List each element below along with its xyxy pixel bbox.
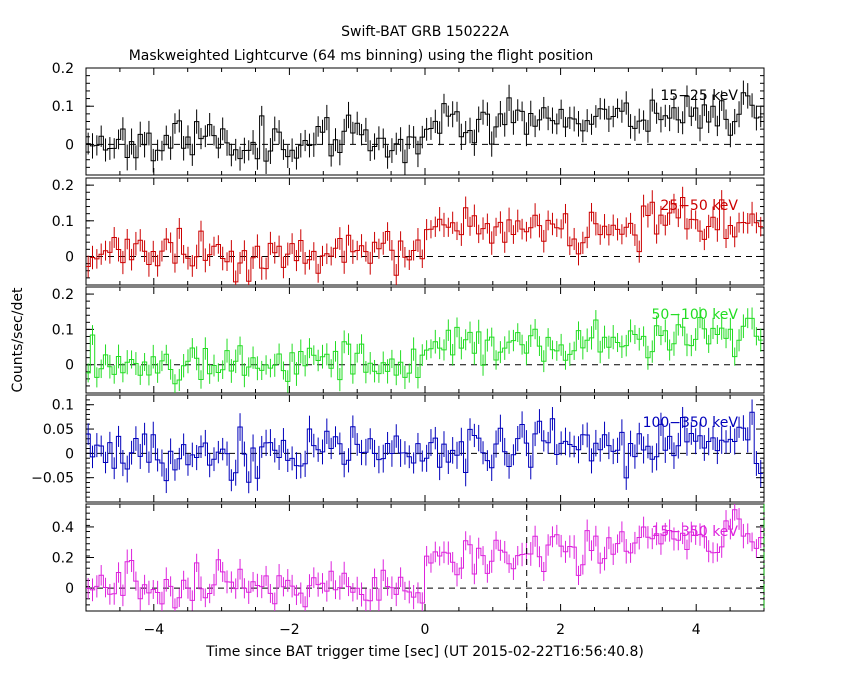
panel-4: −0.05 0 0.05 0.1 100−350 keV: [31, 394, 765, 503]
y-tick-label: 0.2: [52, 61, 74, 77]
chart-subtitle: Maskweighted Lightcurve (64 ms binning) …: [129, 48, 594, 64]
y-tick-label: 0.4: [52, 520, 74, 536]
band-label: 50−100 keV: [651, 307, 738, 323]
y-tick-label: 0.2: [52, 551, 74, 567]
band-label: 100−350 keV: [643, 415, 739, 431]
panel-frame: [85, 67, 765, 176]
y-tick-label: 0: [65, 358, 74, 374]
step-series: [86, 411, 763, 483]
x-axis-label: Time since BAT trigger time [sec] (UT 20…: [205, 644, 644, 660]
panel-frame: [85, 394, 765, 503]
y-tick-label: 0.2: [52, 287, 74, 303]
x-tick-label: 0: [421, 622, 430, 638]
x-tick-label: −2: [279, 622, 300, 638]
y-tick-label: 0: [65, 581, 74, 597]
panels-layer: 0 0.1 0.2 15−25 keV 0 0.1 0.2 25−50 keV 0 0.1 0.2 5…: [31, 61, 765, 638]
panel-frame: [85, 286, 765, 394]
step-series: [86, 197, 763, 283]
panel-3: 0 0.1 0.2 50−100 keV: [52, 286, 765, 394]
y-tick-label: 0.1: [52, 99, 74, 115]
band-label: 15−25 keV: [660, 88, 738, 104]
y-tick-label: −0.05: [31, 471, 74, 487]
y-tick-label: 0.05: [43, 422, 74, 438]
error-bars: [87, 399, 762, 494]
chart-title: Swift-BAT GRB 150222A: [341, 24, 509, 40]
y-tick-label: 0: [65, 249, 74, 265]
x-tick-label: 2: [556, 622, 565, 638]
step-series: [86, 509, 763, 609]
y-axis-label: Counts/sec/det: [10, 287, 26, 392]
y-tick-label: 0.1: [52, 398, 74, 414]
band-label: 15−350 keV: [651, 524, 738, 540]
y-tick-label: 0.2: [52, 178, 74, 194]
panel-2: 0 0.1 0.2 25−50 keV: [52, 177, 765, 286]
step-series: [86, 317, 763, 385]
x-tick-label: 4: [692, 622, 701, 638]
y-tick-label: 0: [65, 137, 74, 153]
x-tick-label: −4: [143, 622, 164, 638]
y-tick-label: 0.1: [52, 214, 74, 230]
panel-5: 0 0.2 0.4 15−350 keV −4 −2 0 2 4: [52, 503, 765, 638]
panel-1: 0 0.1 0.2 15−25 keV: [52, 61, 765, 176]
y-tick-label: 0: [65, 446, 74, 462]
y-tick-label: 0.1: [52, 322, 74, 338]
step-series: [86, 92, 763, 164]
band-label: 25−50 keV: [660, 198, 738, 214]
